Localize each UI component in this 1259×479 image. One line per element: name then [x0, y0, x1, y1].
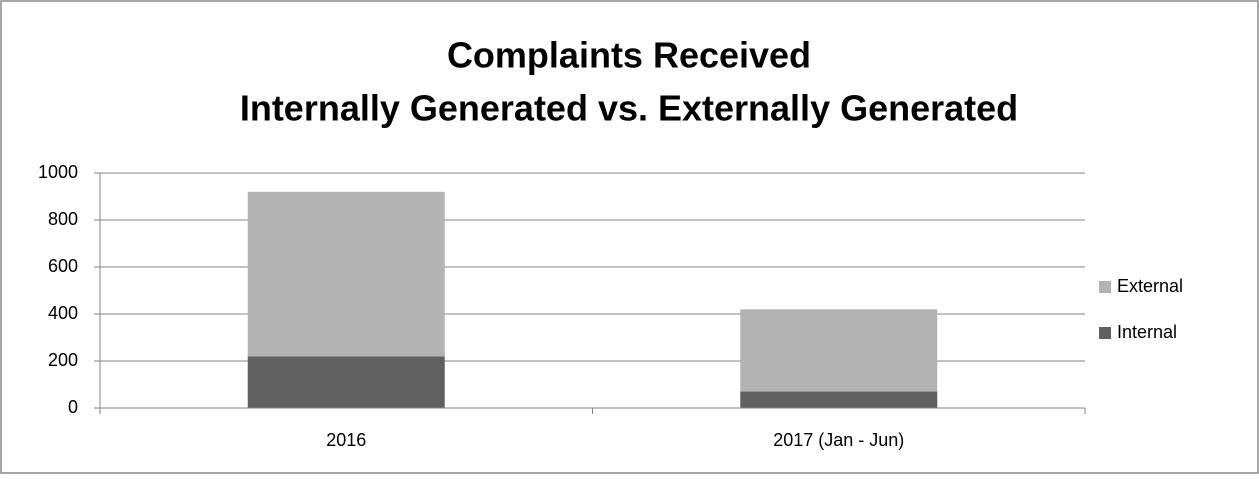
bar-segment: [247, 356, 445, 408]
x-tick-label: 2016: [326, 430, 366, 450]
legend-label: External: [1117, 276, 1183, 296]
y-tick-label: 800: [48, 209, 78, 229]
legend-label: Internal: [1117, 322, 1177, 342]
y-tick-label: 400: [48, 303, 78, 323]
y-tick-label: 200: [48, 350, 78, 370]
legend-swatch: [1099, 281, 1111, 293]
chart-title: Complaints Received: [447, 35, 811, 76]
legend-swatch: [1099, 327, 1111, 339]
bar-segment: [740, 391, 938, 408]
y-tick-label: 1000: [38, 162, 78, 182]
chart-subtitle: Internally Generated vs. Externally Gene…: [240, 88, 1018, 129]
y-tick-label: 0: [68, 397, 78, 417]
y-tick-label: 600: [48, 256, 78, 276]
bar-segment: [740, 309, 938, 392]
x-tick-label: 2017 (Jan - Jun): [773, 430, 904, 450]
bar-segment: [247, 191, 445, 357]
